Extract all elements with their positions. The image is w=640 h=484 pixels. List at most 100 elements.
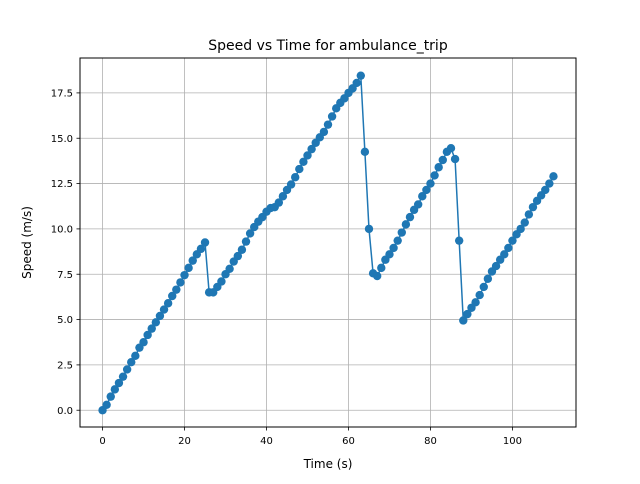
data-point <box>393 236 402 245</box>
data-point <box>180 270 189 280</box>
x-tick-label: 0 <box>99 436 105 447</box>
data-point <box>405 212 415 222</box>
data-point <box>233 251 243 261</box>
data-point <box>356 71 365 80</box>
data-point <box>389 243 398 253</box>
data-point <box>372 271 382 281</box>
data-point <box>139 338 148 347</box>
data-point <box>122 365 132 374</box>
data-point <box>274 198 284 207</box>
y-axis-ticks: 0.0 2.5 5.0 7.5 10.0 12.5 15.0 17.5 <box>51 89 80 417</box>
data-point <box>385 250 394 259</box>
chart-title: Speed vs Time for ambulance_trip <box>208 38 448 54</box>
speed-series <box>98 71 558 415</box>
data-point <box>155 311 165 321</box>
x-tick-label: 20 <box>178 436 191 447</box>
x-axis-label: Time (s) <box>303 457 353 471</box>
y-tick-label: 15.0 <box>51 134 73 145</box>
data-point <box>524 210 534 219</box>
data-point <box>184 263 193 273</box>
data-point <box>245 229 255 238</box>
data-point <box>106 392 115 401</box>
data-point <box>147 324 156 333</box>
data-point <box>541 185 550 195</box>
data-point <box>426 179 435 188</box>
y-tick-label: 7.5 <box>57 270 73 281</box>
data-point <box>377 263 386 273</box>
data-point <box>450 154 460 164</box>
x-tick-label: 80 <box>424 436 437 447</box>
data-point <box>225 264 234 273</box>
data-point <box>172 285 181 294</box>
data-point <box>299 157 308 167</box>
data-point <box>295 164 304 174</box>
x-tick-label: 60 <box>342 436 355 447</box>
data-point <box>241 237 251 246</box>
data-point <box>483 274 493 283</box>
data-point <box>188 256 197 265</box>
data-point <box>508 236 517 245</box>
data-point <box>401 220 411 229</box>
data-point <box>127 357 136 367</box>
data-point <box>303 151 312 160</box>
data-point <box>200 238 210 247</box>
data-point <box>491 261 501 271</box>
y-tick-label: 0.0 <box>57 406 73 417</box>
x-tick-label: 100 <box>503 436 522 447</box>
data-point <box>520 218 529 227</box>
data-point <box>237 245 247 254</box>
data-point <box>151 318 161 327</box>
data-point <box>459 316 468 325</box>
data-point <box>168 291 177 301</box>
data-point <box>434 163 443 172</box>
plot-frame <box>79 57 577 428</box>
data-point <box>102 400 111 409</box>
data-point <box>163 299 173 308</box>
data-point <box>278 192 288 201</box>
data-point <box>418 192 427 201</box>
data-point <box>430 171 439 180</box>
data-point <box>360 147 370 157</box>
x-axis-ticks: 0 20 40 60 80 100 <box>99 427 522 447</box>
data-point <box>286 180 296 189</box>
data-point <box>413 200 423 209</box>
data-point <box>475 290 484 300</box>
data-point <box>545 179 554 188</box>
y-tick-label: 2.5 <box>57 360 73 371</box>
data-point <box>131 351 140 361</box>
data-point <box>110 385 120 394</box>
data-point <box>549 172 558 181</box>
data-point <box>364 224 374 234</box>
data-point <box>196 244 206 254</box>
y-tick-label: 17.5 <box>51 89 73 100</box>
data-point <box>118 372 128 381</box>
data-point <box>307 144 316 154</box>
data-point <box>463 309 472 319</box>
data-point <box>143 330 152 340</box>
data-point <box>438 155 447 165</box>
data-point <box>291 173 300 182</box>
data-point <box>114 378 124 388</box>
plot-area <box>80 58 576 427</box>
y-axis-label: Speed (m/s) <box>20 206 34 279</box>
data-point <box>327 112 337 121</box>
data-point <box>528 202 538 212</box>
data-point <box>217 277 226 286</box>
data-point <box>352 78 361 88</box>
data-point <box>516 224 525 234</box>
x-tick-label: 40 <box>260 436 273 447</box>
data-point <box>319 127 329 137</box>
data-point <box>446 144 456 153</box>
data-point <box>397 228 406 237</box>
data-point <box>323 120 333 129</box>
y-tick-label: 10.0 <box>51 225 73 236</box>
data-point <box>176 278 185 287</box>
y-tick-label: 12.5 <box>51 179 73 190</box>
data-point <box>159 305 169 314</box>
data-point <box>471 298 480 307</box>
data-point <box>504 243 513 253</box>
data-point <box>500 250 509 259</box>
data-point <box>422 185 431 195</box>
